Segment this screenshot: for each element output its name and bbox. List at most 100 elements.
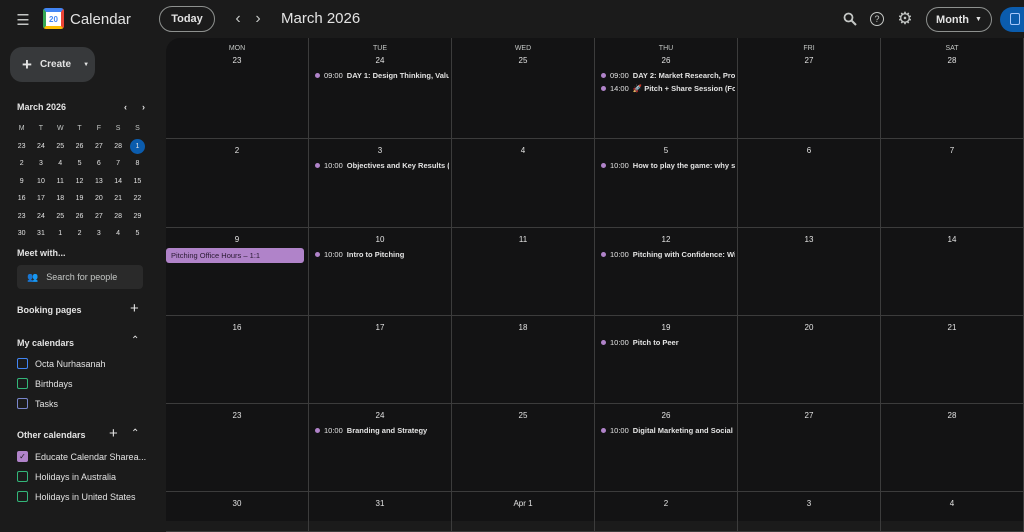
- day-number[interactable]: 23: [232, 56, 242, 65]
- mini-day[interactable]: 27: [89, 138, 108, 156]
- day-cell[interactable]: 3 10:00 Objectives and Key Results (: [309, 139, 452, 228]
- chevron-left-icon[interactable]: ‹: [235, 10, 241, 27]
- day-number[interactable]: 24: [375, 56, 385, 65]
- chevron-right-icon[interactable]: ›: [255, 10, 261, 27]
- day-cell[interactable]: THU 26 09:00 DAY 2: Market Research, Pro 14:…: [595, 38, 738, 139]
- day-number[interactable]: 3: [806, 499, 812, 508]
- mini-day[interactable]: 2: [12, 155, 31, 173]
- mini-day[interactable]: 6: [89, 155, 108, 173]
- mini-day[interactable]: 2: [70, 225, 89, 243]
- day-number[interactable]: 17: [375, 323, 385, 332]
- day-number[interactable]: 28: [947, 411, 957, 420]
- chevron-right-icon[interactable]: ›: [142, 102, 145, 112]
- event-item[interactable]: 09:00 DAY 2: Market Research, Pro: [601, 71, 735, 80]
- day-number[interactable]: 4: [949, 499, 955, 508]
- mini-day[interactable]: 23: [12, 138, 31, 156]
- mini-day[interactable]: 1: [128, 138, 147, 156]
- event-item[interactable]: 10:00 Objectives and Key Results (: [315, 161, 449, 170]
- mini-day[interactable]: 24: [31, 208, 50, 226]
- day-cell[interactable]: 27: [738, 404, 881, 492]
- day-number[interactable]: 11: [518, 235, 528, 244]
- day-number[interactable]: 28: [947, 56, 957, 65]
- mini-day[interactable]: 9: [12, 173, 31, 191]
- checkbox-checked-icon[interactable]: ✓: [17, 451, 28, 462]
- search-icon[interactable]: [840, 9, 860, 29]
- day-number[interactable]: 26: [661, 56, 671, 65]
- checkbox-icon[interactable]: [17, 398, 28, 409]
- event-item[interactable]: 09:00 DAY 1: Design Thinking, Valu: [315, 71, 449, 80]
- checkbox-icon[interactable]: [17, 491, 28, 502]
- event-chip[interactable]: Pitching Office Hours – 1:1: [166, 248, 304, 263]
- day-number[interactable]: 9: [234, 235, 240, 244]
- mini-day[interactable]: 15: [128, 173, 147, 191]
- day-cell[interactable]: 9 Pitching Office Hours – 1:1: [166, 228, 309, 316]
- day-cell[interactable]: 13: [738, 228, 881, 316]
- mini-day[interactable]: 5: [128, 225, 147, 243]
- checkbox-icon[interactable]: [17, 378, 28, 389]
- day-number[interactable]: 13: [804, 235, 814, 244]
- day-number[interactable]: 30: [232, 499, 242, 508]
- mini-day[interactable]: 26: [70, 138, 89, 156]
- event-item[interactable]: 10:00 Digital Marketing and Social: [601, 426, 735, 435]
- day-cell[interactable]: 12 10:00 Pitching with Confidence: Wi: [595, 228, 738, 316]
- day-cell[interactable]: 18: [452, 316, 595, 404]
- day-cell[interactable]: 4: [452, 139, 595, 228]
- day-cell[interactable]: MON 23: [166, 38, 309, 139]
- menu-icon[interactable]: ☰: [16, 12, 30, 29]
- calendar-list-item[interactable]: Holidays in United States: [17, 491, 136, 502]
- day-cell[interactable]: SAT 28: [881, 38, 1024, 139]
- day-cell[interactable]: 3: [738, 492, 881, 532]
- day-number[interactable]: 16: [232, 323, 242, 332]
- day-cell[interactable]: 5 10:00 How to play the game: why s: [595, 139, 738, 228]
- today-button[interactable]: Today: [159, 6, 215, 32]
- day-cell[interactable]: 23: [166, 404, 309, 492]
- day-cell[interactable]: 16: [166, 316, 309, 404]
- day-cell[interactable]: 2: [595, 492, 738, 532]
- mini-day[interactable]: 24: [31, 138, 50, 156]
- calendar-list-item[interactable]: Birthdays: [17, 378, 73, 389]
- day-cell[interactable]: 25: [452, 404, 595, 492]
- day-number[interactable]: 27: [804, 56, 814, 65]
- add-calendar-icon[interactable]: +: [109, 425, 118, 442]
- mini-day[interactable]: 14: [108, 173, 127, 191]
- day-cell[interactable]: 14: [881, 228, 1024, 316]
- day-number[interactable]: 27: [804, 411, 814, 420]
- day-number[interactable]: 18: [518, 323, 528, 332]
- day-number[interactable]: 25: [518, 56, 528, 65]
- day-number[interactable]: 26: [661, 411, 671, 420]
- event-item[interactable]: 10:00 Pitching with Confidence: Wi: [601, 250, 735, 259]
- mini-day[interactable]: 26: [70, 208, 89, 226]
- mini-day[interactable]: 1: [51, 225, 70, 243]
- event-item[interactable]: 10:00 Branding and Strategy: [315, 426, 449, 435]
- day-cell[interactable]: 7: [881, 139, 1024, 228]
- day-cell[interactable]: 4: [881, 492, 1024, 532]
- day-cell[interactable]: FRI 27: [738, 38, 881, 139]
- mini-day[interactable]: 4: [51, 155, 70, 173]
- mini-day[interactable]: 22: [128, 190, 147, 208]
- add-booking-page-icon[interactable]: +: [130, 300, 139, 317]
- checkbox-icon[interactable]: [17, 471, 28, 482]
- day-number[interactable]: 21: [947, 323, 957, 332]
- day-number[interactable]: 14: [947, 235, 957, 244]
- mini-day[interactable]: 31: [31, 225, 50, 243]
- mini-day[interactable]: 27: [89, 208, 108, 226]
- day-number[interactable]: 31: [375, 499, 385, 508]
- mini-day[interactable]: 3: [31, 155, 50, 173]
- mini-day[interactable]: 12: [70, 173, 89, 191]
- event-item[interactable]: 10:00 How to play the game: why s: [601, 161, 735, 170]
- day-cell[interactable]: 24 10:00 Branding and Strategy: [309, 404, 452, 492]
- mini-day[interactable]: 29: [128, 208, 147, 226]
- mini-day[interactable]: 18: [51, 190, 70, 208]
- day-cell[interactable]: Apr 1: [452, 492, 595, 532]
- event-item[interactable]: 14:00 🚀 Pitch + Share Session (Fo: [601, 84, 735, 93]
- mini-day[interactable]: 10: [31, 173, 50, 191]
- other-calendars-heading[interactable]: Other calendars: [17, 430, 86, 440]
- event-item[interactable]: 10:00 Pitch to Peer: [601, 338, 735, 347]
- create-button[interactable]: + Create ▼: [10, 47, 95, 82]
- calendar-list-item[interactable]: Octa Nurhasanah: [17, 358, 106, 369]
- day-cell[interactable]: 17: [309, 316, 452, 404]
- mini-day[interactable]: 13: [89, 173, 108, 191]
- day-number[interactable]: 10: [375, 235, 385, 244]
- day-number[interactable]: 3: [377, 146, 383, 155]
- day-cell[interactable]: 20: [738, 316, 881, 404]
